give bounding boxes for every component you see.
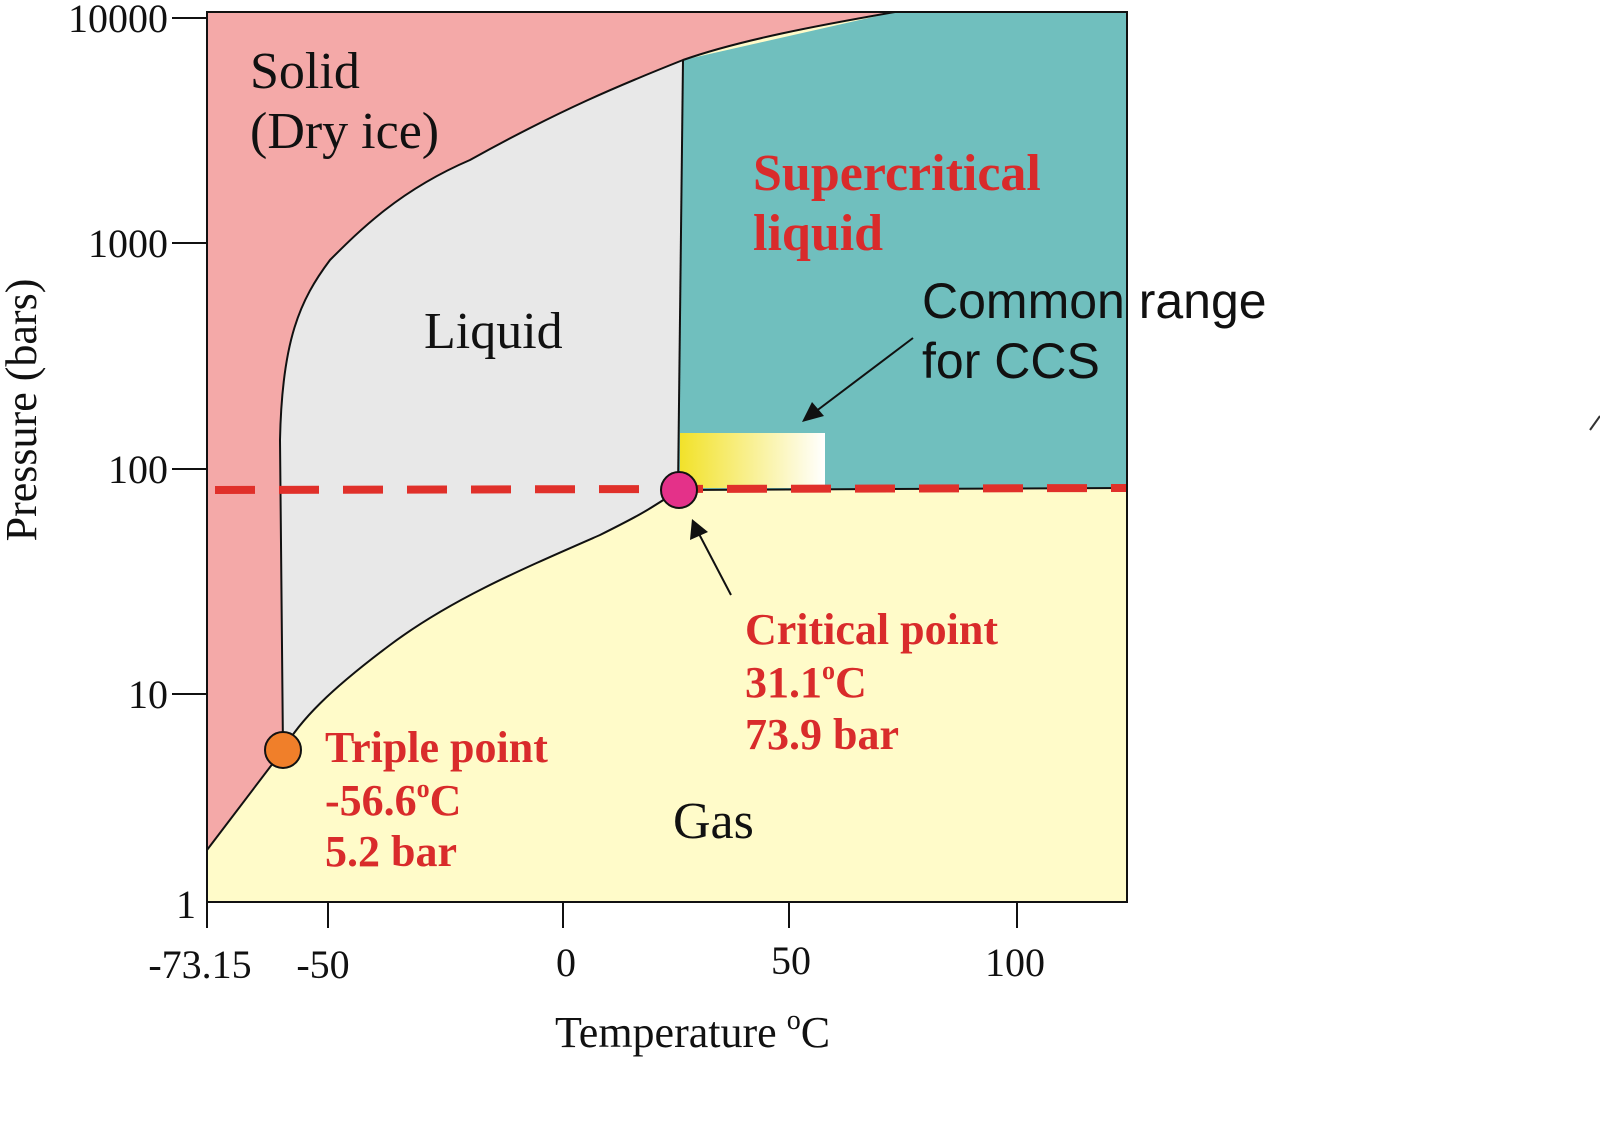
supercritical-label: Supercritical <box>753 145 1041 202</box>
critical-point-temp: 31.1oC <box>745 656 867 707</box>
ccs-sublabel: for CCS <box>922 333 1100 389</box>
x-tick-label-minus50: -50 <box>296 942 349 987</box>
critical-point-pressure: 73.9 bar <box>745 710 899 759</box>
edge-mark <box>1589 415 1600 431</box>
y-axis-title: Pressure (bars) <box>0 279 46 542</box>
solid-region <box>207 12 895 850</box>
critical-point-title: Critical point <box>745 605 998 654</box>
x-tick-label-50: 50 <box>771 938 811 983</box>
critical-arrow <box>690 519 732 596</box>
plot-frame <box>206 11 1128 903</box>
y-tick-label-10000: 10000 <box>68 0 168 41</box>
x-axis-title: Temperature oC <box>555 1005 830 1057</box>
y-tick-label-100: 100 <box>108 447 168 492</box>
x-tick-label-100: 100 <box>985 940 1045 985</box>
y-tick-label-1: 1 <box>176 882 196 927</box>
solid-label: Solid <box>250 43 360 100</box>
melting-curve <box>278 11 896 751</box>
ccs-range-box <box>680 433 825 488</box>
critical-isotherm <box>677 59 684 491</box>
x-axis <box>206 902 1018 928</box>
vaporization-curve <box>282 489 679 751</box>
sublimation-curve <box>206 749 284 851</box>
triple-point-pressure: 5.2 bar <box>325 827 457 876</box>
solid-sublabel: (Dry ice) <box>250 103 439 160</box>
liquid-label: Liquid <box>424 303 563 360</box>
critical-point-marker <box>660 471 698 509</box>
supercritical-region <box>678 12 1127 490</box>
ccs-arrow <box>802 337 914 422</box>
triple-point-marker <box>264 731 302 769</box>
triple-point-temp: -56.6oC <box>325 774 461 825</box>
x-tick-label-minus73: -73.15 <box>148 942 251 987</box>
triple-point-title: Triple point <box>325 723 548 772</box>
y-tick-label-1000: 1000 <box>88 221 168 266</box>
y-tick-label-10: 10 <box>128 672 168 717</box>
liquid-region <box>280 60 683 750</box>
ccs-label: Common range <box>922 273 1267 329</box>
gas-label: Gas <box>673 793 754 850</box>
x-tick-label-0: 0 <box>556 940 576 985</box>
y-axis <box>172 17 207 695</box>
supercritical-sublabel: liquid <box>753 205 883 262</box>
